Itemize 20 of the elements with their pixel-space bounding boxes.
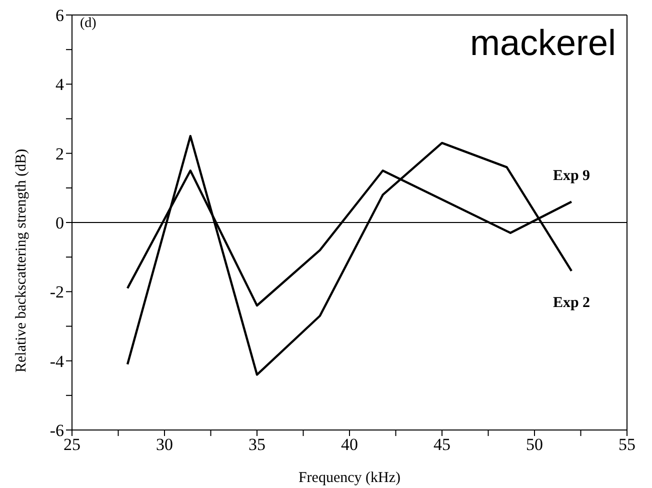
annotation: (d) <box>80 16 96 32</box>
series-label: Exp 9 <box>552 168 590 184</box>
y-tick-label: -6 <box>50 421 64 440</box>
x-tick-label: 40 <box>341 435 358 454</box>
y-tick-label: -2 <box>50 282 64 302</box>
x-tick-label: 25 <box>64 435 80 454</box>
y-tick-label: -4 <box>50 352 64 371</box>
x-tick-label: 45 <box>434 435 450 454</box>
x-tick-label: 55 <box>618 435 636 454</box>
y-tick-label: 0 <box>56 214 64 233</box>
y-tick-label: 2 <box>56 144 64 164</box>
x-axis-title: Frequency (kHz) <box>298 470 401 486</box>
x-tick-label: 50 <box>526 435 543 454</box>
y-tick-label: 4 <box>56 75 64 94</box>
y-axis-title: Relative backscattering strength (dB) <box>13 148 30 372</box>
y-tick-label: 6 <box>56 6 64 26</box>
x-tick-label: 30 <box>156 435 173 454</box>
text: Exp 2 <box>552 294 590 311</box>
annotation: mackerel <box>470 22 616 64</box>
x-tick-label: 35 <box>248 435 266 454</box>
